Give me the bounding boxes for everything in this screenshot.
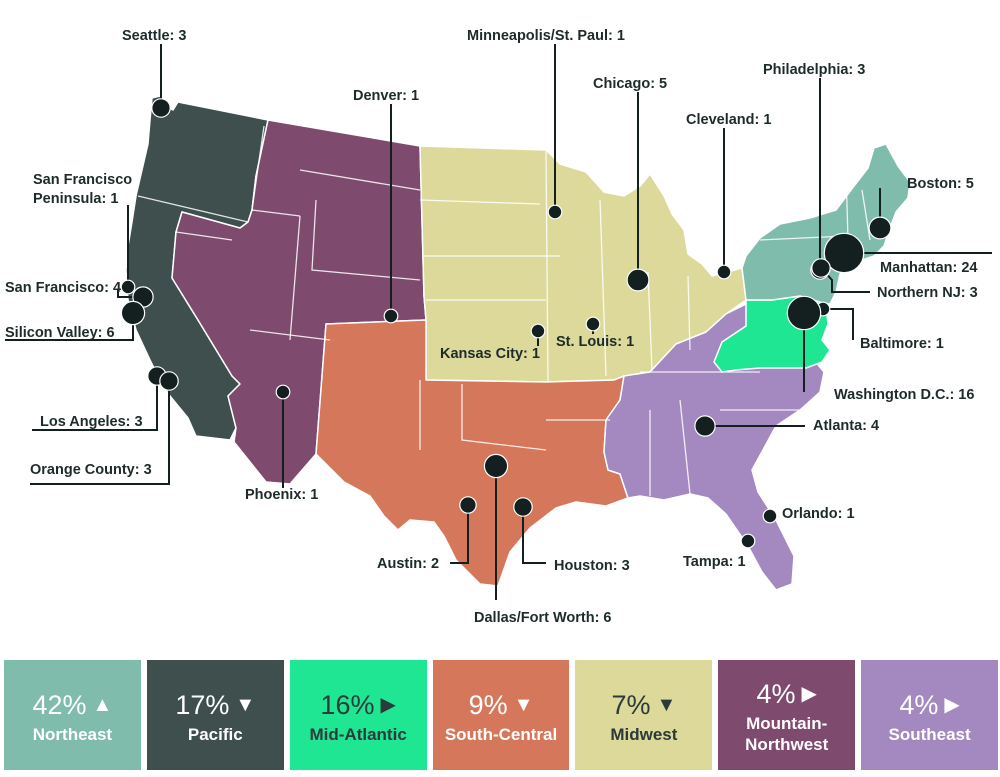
legend-card-northeast: 42% ▲ Northeast [4,660,141,770]
legend-percent: 16% [320,689,375,720]
legend-region-name-line: Mountain- [746,714,828,733]
arrow-right-icon: ▶ [380,693,396,716]
leader-line-orange-county [30,381,170,485]
legend-card-mountain-northwest: 4% ▶ Mountain- Northwest [718,660,856,770]
leader-line-los-angeles [32,376,158,431]
arrow-right-icon: ▶ [801,683,817,705]
legend-percent: 42% [32,689,87,720]
city-label-tampa: Tampa: 1 [683,554,746,570]
legend-region-name: South-Central [444,724,558,744]
arrow-down-icon: ▼ [235,693,256,716]
city-marker-san-francisco-peninsula [120,279,136,295]
legend-percent-row: 7% ▼ [611,690,676,720]
legend-percent: 9% [468,689,508,720]
arrow-right-icon: ▶ [944,693,960,716]
city-label-baltimore: Baltimore: 1 [860,336,944,352]
leader-line-baltimore [823,308,854,340]
city-marker-austin [459,496,477,514]
city-label-orange-county: Orange County: 3 [30,462,152,478]
city-label-orlando: Orlando: 1 [782,506,855,522]
city-label-seattle: Seattle: 3 [122,28,186,44]
city-label-houston: Houston: 3 [554,558,630,574]
city-label-chicago: Chicago: 5 [593,76,667,92]
legend-region-name: Pacific [187,724,243,744]
city-labels: Seattle: 3 Minneapolis/St. Paul: 1 Denver:… [5,28,978,626]
city-label-boston: Boston: 5 [907,176,974,192]
city-markers [120,98,892,549]
city-label-denver: Denver: 1 [353,88,419,104]
city-marker-st-louis [585,316,601,332]
arrow-up-icon: ▲ [92,693,113,716]
legend-card-southeast: 4% ▶ Southeast [861,660,999,770]
city-marker-northern-nj [811,258,831,278]
city-label-minneapolis-st-paul: Minneapolis/St. Paul: 1 [467,28,625,44]
city-marker-orange-county [159,371,179,391]
city-label-los-angeles: Los Angeles: 3 [40,414,143,430]
arrow-down-icon: ▼ [656,693,677,716]
city-label-phoenix: Phoenix: 1 [245,487,318,503]
city-label-silicon-valley: Silicon Valley: 6 [5,325,115,341]
city-label-northern-nj: Northern NJ: 3 [877,285,978,301]
city-label-dallas-fort-worth: Dallas/Fort Worth: 6 [474,610,612,626]
city-marker-dallas-fort-worth [483,453,509,479]
legend-region-name: Mid-Atlantic [309,724,407,744]
region-south-central [315,319,629,587]
city-marker-manhattan [823,232,865,274]
city-marker-minneapolis-st-paul [547,204,563,220]
city-marker-seattle [151,98,171,118]
city-marker-phoenix [275,384,291,400]
state-borders [137,125,871,496]
city-marker-kansas-city [530,323,546,339]
legend-percent-row: 4% ▶ [899,690,959,720]
legend-percent-row: 17% ▼ [175,690,255,720]
city-label-austin: Austin: 2 [377,556,439,572]
region-legend: 42% ▲ Northeast 17% ▼ Pacific 16% ▶ Mid-Atlantic… [4,660,999,770]
us-regions-map: Seattle: 3 Minneapolis/St. Paul: 1 Denver:… [5,28,992,626]
legend-percent: 4% [899,689,939,720]
legend-region-name: Southeast [888,724,971,744]
legend-region-name: Midwest [610,724,678,744]
city-marker-silicon-valley [120,300,146,326]
legend-percent-row: 9% ▼ [469,690,534,720]
city-label-manhattan: Manhattan: 24 [880,260,978,276]
city-label-washington-d-c: Washington D.C.: 16 [834,387,974,403]
legend-card-pacific: 17% ▼ Pacific [146,660,284,770]
legend-percent: 7% [611,689,651,720]
city-marker-houston [513,497,533,517]
legend-percent-row: 16% ▶ [320,690,395,720]
city-label-atlanta: Atlanta: 4 [813,418,879,434]
city-marker-orlando [762,508,778,524]
legend-card-midwest: 7% ▼ Midwest [575,660,713,770]
legend-percent: 4% [756,679,796,709]
city-marker-washington-d-c [786,295,822,331]
legend-region-name: Northeast [32,724,113,744]
legend-percent-row: 4% ▶ [757,679,817,709]
legend-card-mid-atlantic: 16% ▶ Mid-Atlantic [289,660,427,770]
legend-percent: 17% [175,689,230,720]
legend-card-south-central: 9% ▼ South-Central [432,660,570,770]
legend-percent-row: 42% ▲ [33,690,113,720]
city-marker-denver [383,308,399,324]
city-marker-chicago [626,268,650,292]
legend-region-name: Mountain- Northwest [745,713,828,755]
city-label-cleveland: Cleveland: 1 [686,112,771,128]
city-label-st-louis: St. Louis: 1 [556,334,634,350]
legend-region-name-line: Northwest [745,735,829,754]
city-marker-tampa [740,533,756,549]
city-label-kansas-city: Kansas City: 1 [440,346,540,362]
leader-line-austin [450,505,469,564]
arrow-down-icon: ▼ [513,693,534,716]
city-label-san-francisco-peninsula: San Francisco Peninsula: 1 [33,172,132,207]
leader-line-houston [522,507,546,564]
city-label-san-francisco: San Francisco: 4 [5,280,121,296]
city-marker-boston [868,216,892,240]
city-marker-cleveland [716,264,732,280]
city-marker-atlanta [694,415,716,437]
city-label-philadelphia: Philadelphia: 3 [763,62,865,78]
